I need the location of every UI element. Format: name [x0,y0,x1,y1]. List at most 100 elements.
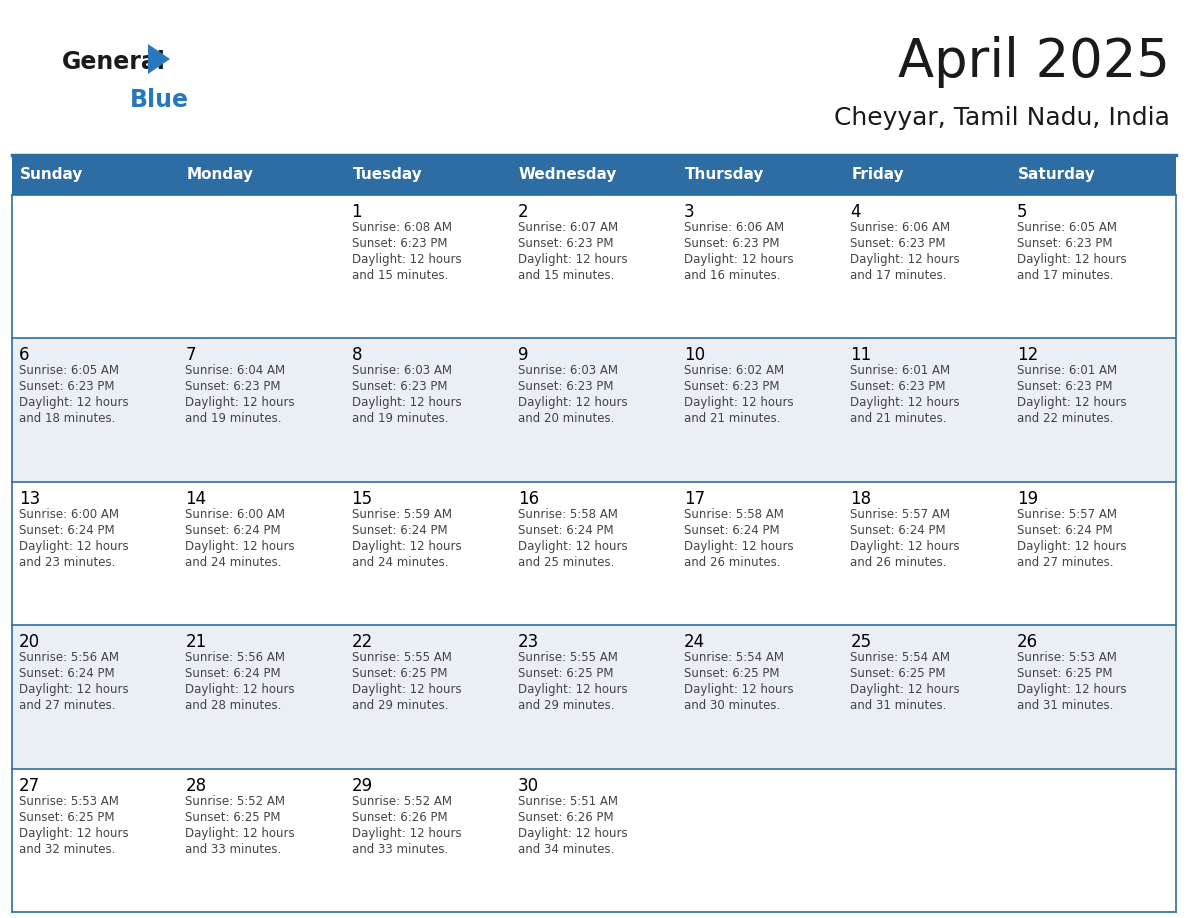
Text: Sunset: 6:23 PM: Sunset: 6:23 PM [684,237,779,250]
Text: Friday: Friday [852,167,904,183]
Text: Sunrise: 5:57 AM: Sunrise: 5:57 AM [851,508,950,521]
Text: Daylight: 12 hours: Daylight: 12 hours [851,397,960,409]
Bar [1010,768,1176,912]
Bar [1010,339,1176,482]
Text: Sunrise: 5:59 AM: Sunrise: 5:59 AM [352,508,451,521]
Text: Sunset: 6:23 PM: Sunset: 6:23 PM [851,380,946,394]
Bar [843,339,1010,482]
Text: Sunset: 6:25 PM: Sunset: 6:25 PM [684,667,779,680]
Text: Sunrise: 6:02 AM: Sunrise: 6:02 AM [684,364,784,377]
Text: Sunset: 6:25 PM: Sunset: 6:25 PM [19,811,114,823]
Text: Daylight: 12 hours: Daylight: 12 hours [518,683,627,696]
Text: Sunset: 6:25 PM: Sunset: 6:25 PM [851,667,946,680]
Text: Sunrise: 5:57 AM: Sunrise: 5:57 AM [1017,508,1117,521]
Bar [511,625,677,768]
Text: 16: 16 [518,490,539,508]
Bar [511,339,677,482]
Text: Sunrise: 5:55 AM: Sunrise: 5:55 AM [352,651,451,665]
Bar [511,482,677,625]
Text: Daylight: 12 hours: Daylight: 12 hours [684,253,794,266]
Text: Sunset: 6:24 PM: Sunset: 6:24 PM [352,524,447,537]
Text: Sunrise: 6:08 AM: Sunrise: 6:08 AM [352,221,451,234]
Text: Sunset: 6:23 PM: Sunset: 6:23 PM [185,380,280,394]
Text: Daylight: 12 hours: Daylight: 12 hours [19,540,128,553]
Text: 21: 21 [185,633,207,651]
Text: Daylight: 12 hours: Daylight: 12 hours [19,397,128,409]
Bar [345,195,511,339]
Text: Sunset: 6:26 PM: Sunset: 6:26 PM [352,811,447,823]
Text: Sunset: 6:23 PM: Sunset: 6:23 PM [851,237,946,250]
Text: Cheyyar, Tamil Nadu, India: Cheyyar, Tamil Nadu, India [834,106,1170,130]
Text: Sunrise: 5:54 AM: Sunrise: 5:54 AM [851,651,950,665]
Text: Sunrise: 6:07 AM: Sunrise: 6:07 AM [518,221,618,234]
Text: Sunset: 6:26 PM: Sunset: 6:26 PM [518,811,613,823]
Bar [677,482,843,625]
Text: Daylight: 12 hours: Daylight: 12 hours [19,683,128,696]
Text: Sunrise: 5:51 AM: Sunrise: 5:51 AM [518,795,618,808]
Text: Sunrise: 6:01 AM: Sunrise: 6:01 AM [851,364,950,377]
Text: Daylight: 12 hours: Daylight: 12 hours [352,253,461,266]
Text: 12: 12 [1017,346,1038,364]
Text: Wednesday: Wednesday [519,167,618,183]
Text: General: General [62,50,166,74]
Text: Sunrise: 6:05 AM: Sunrise: 6:05 AM [1017,221,1117,234]
Bar [843,482,1010,625]
Text: Daylight: 12 hours: Daylight: 12 hours [1017,540,1126,553]
Text: and 21 minutes.: and 21 minutes. [851,412,947,425]
Text: 7: 7 [185,346,196,364]
Text: Sunset: 6:23 PM: Sunset: 6:23 PM [684,380,779,394]
Bar [12,195,178,339]
Text: Daylight: 12 hours: Daylight: 12 hours [352,397,461,409]
Text: and 27 minutes.: and 27 minutes. [19,700,115,712]
Text: Daylight: 12 hours: Daylight: 12 hours [851,683,960,696]
Text: Sunset: 6:25 PM: Sunset: 6:25 PM [352,667,447,680]
Text: 22: 22 [352,633,373,651]
Text: and 17 minutes.: and 17 minutes. [1017,269,1113,282]
Text: 17: 17 [684,490,706,508]
Text: 18: 18 [851,490,872,508]
Text: and 33 minutes.: and 33 minutes. [352,843,448,856]
Text: Sunrise: 5:53 AM: Sunrise: 5:53 AM [19,795,119,808]
Bar [843,195,1010,339]
Text: 3: 3 [684,203,695,221]
Text: Sunrise: 6:00 AM: Sunrise: 6:00 AM [185,508,285,521]
Text: Monday: Monday [187,167,253,183]
Text: and 26 minutes.: and 26 minutes. [851,555,947,569]
Text: 27: 27 [19,777,40,795]
Bar [12,339,178,482]
Text: and 29 minutes.: and 29 minutes. [518,700,614,712]
Bar [178,339,345,482]
Bar [677,339,843,482]
Text: Thursday: Thursday [685,167,765,183]
Text: Daylight: 12 hours: Daylight: 12 hours [185,683,295,696]
Text: Sunrise: 6:03 AM: Sunrise: 6:03 AM [352,364,451,377]
Text: 24: 24 [684,633,706,651]
Text: and 22 minutes.: and 22 minutes. [1017,412,1113,425]
Text: Sunrise: 6:05 AM: Sunrise: 6:05 AM [19,364,119,377]
Text: Daylight: 12 hours: Daylight: 12 hours [518,540,627,553]
Text: Sunset: 6:23 PM: Sunset: 6:23 PM [352,237,447,250]
Text: and 33 minutes.: and 33 minutes. [185,843,282,856]
Text: and 21 minutes.: and 21 minutes. [684,412,781,425]
Bar [345,768,511,912]
Text: and 28 minutes.: and 28 minutes. [185,700,282,712]
Text: Daylight: 12 hours: Daylight: 12 hours [518,253,627,266]
Text: Daylight: 12 hours: Daylight: 12 hours [684,683,794,696]
Text: Sunset: 6:24 PM: Sunset: 6:24 PM [684,524,779,537]
Bar [843,768,1010,912]
Text: and 32 minutes.: and 32 minutes. [19,843,115,856]
Text: 10: 10 [684,346,706,364]
Text: Daylight: 12 hours: Daylight: 12 hours [185,397,295,409]
Text: Sunset: 6:23 PM: Sunset: 6:23 PM [352,380,447,394]
Text: Sunrise: 5:53 AM: Sunrise: 5:53 AM [1017,651,1117,665]
Text: and 19 minutes.: and 19 minutes. [185,412,282,425]
Text: 8: 8 [352,346,362,364]
Text: Sunrise: 5:56 AM: Sunrise: 5:56 AM [19,651,119,665]
Bar [1010,625,1176,768]
Text: and 23 minutes.: and 23 minutes. [19,555,115,569]
Text: 1: 1 [352,203,362,221]
Text: Blue: Blue [129,88,189,112]
Text: Sunrise: 6:04 AM: Sunrise: 6:04 AM [185,364,285,377]
Text: 15: 15 [352,490,373,508]
Text: Sunset: 6:24 PM: Sunset: 6:24 PM [185,524,280,537]
